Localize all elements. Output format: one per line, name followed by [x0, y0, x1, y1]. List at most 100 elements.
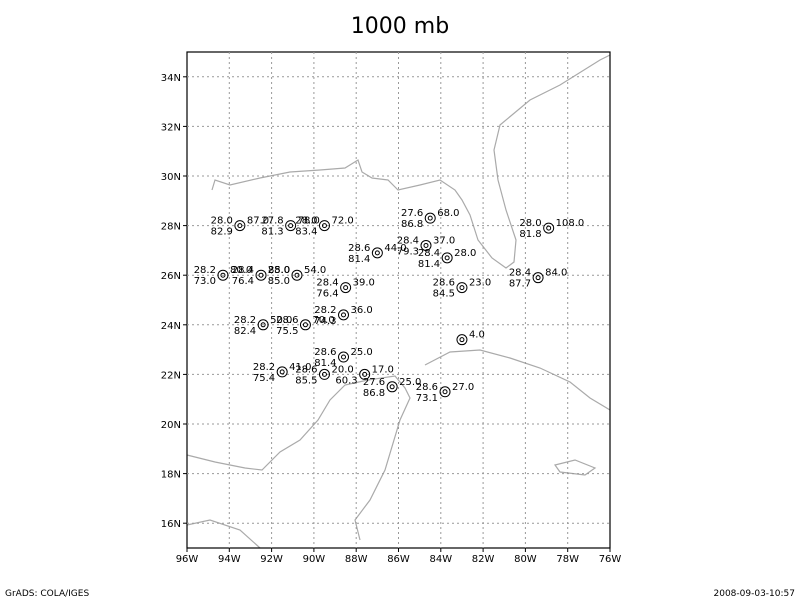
station-dot	[374, 250, 380, 256]
station-dot	[459, 285, 465, 291]
station-dot	[321, 223, 327, 229]
station-dot	[362, 371, 368, 377]
station-temperature: 28.2	[194, 265, 216, 276]
station-value: 84.0	[545, 268, 567, 279]
station-dot	[442, 389, 448, 395]
station-marker	[439, 386, 451, 398]
station-value: 20.0	[331, 364, 353, 375]
station-dot	[288, 223, 294, 229]
lon-tick-label: 88W	[345, 554, 368, 565]
lat-tick-label: 32N	[161, 122, 181, 133]
lat-tick-label: 28N	[161, 222, 181, 233]
lat-tick-label: 24N	[161, 321, 181, 332]
station-value: 44.0	[384, 243, 406, 254]
station-humidity: 84.5	[433, 289, 455, 300]
title: 1000 mb	[351, 14, 449, 39]
station-dot	[258, 272, 264, 278]
station-humidity: 81.4	[418, 259, 440, 270]
station-value: 4.0	[469, 330, 485, 341]
station-value: 23.0	[469, 278, 491, 289]
station-marker	[255, 269, 267, 281]
station-temperature: 27.6	[363, 377, 385, 388]
station-marker	[217, 269, 229, 281]
station-marker	[424, 212, 436, 224]
station-humidity: 82.9	[211, 227, 233, 238]
station-dot	[546, 225, 552, 231]
station-humidity: 85.5	[295, 375, 317, 386]
coastline	[211, 54, 611, 269]
station-humidity: 76.4	[232, 276, 254, 287]
station-humidity: 75.5	[276, 326, 298, 337]
station-marker	[441, 252, 453, 264]
coastline	[424, 349, 611, 411]
lon-tick-label: 78W	[556, 554, 579, 565]
station-value: 68.0	[437, 208, 459, 219]
lat-tick-label: 26N	[161, 271, 181, 282]
station-marker	[285, 220, 297, 232]
station-temperature: 28.0	[268, 265, 290, 276]
station-value: 108.0	[556, 218, 585, 229]
lon-tick-label: 80W	[514, 554, 537, 565]
station-dot	[427, 215, 433, 221]
station-marker	[359, 368, 371, 380]
station-temperature: 28.6	[416, 382, 438, 393]
station-humidity: 81.4	[314, 358, 336, 369]
station-marker	[318, 220, 330, 232]
station-temperature: 28.0	[519, 218, 541, 229]
station-value: 36.0	[351, 305, 373, 316]
lon-tick-label: 96W	[176, 554, 199, 565]
station-dot	[444, 255, 450, 261]
station-dot	[302, 322, 308, 328]
station-marker	[291, 269, 303, 281]
station-dot	[341, 354, 347, 360]
station-marker	[340, 282, 352, 294]
station-temperature: 28.6	[295, 364, 317, 375]
station-value: 25.0	[399, 377, 421, 388]
footer-right: 2008-09-03-10:57	[714, 589, 796, 599]
lon-tick-label: 76W	[599, 554, 622, 565]
station-marker	[456, 282, 468, 294]
lat-tick-label: 30N	[161, 172, 181, 183]
station-humidity: 87.7	[509, 279, 531, 290]
station-marker	[338, 309, 350, 321]
station-dot	[294, 272, 300, 278]
station-marker	[257, 319, 269, 331]
lon-tick-label: 82W	[472, 554, 495, 565]
coastline	[186, 519, 261, 549]
station-marker	[532, 272, 544, 284]
station-marker	[276, 366, 288, 378]
station-dot	[321, 371, 327, 377]
station-temperature: 27.8	[261, 216, 283, 227]
station-marker	[420, 239, 432, 251]
station-marker	[299, 319, 311, 331]
station-value: 54.0	[304, 265, 326, 276]
station-temperature: 28.4	[397, 235, 419, 246]
station-value: 72.0	[331, 216, 353, 227]
station-temperature: 28.4	[232, 265, 254, 276]
station-marker	[456, 334, 468, 346]
station-marker	[386, 381, 398, 393]
station-dot	[389, 384, 395, 390]
station-dot	[423, 242, 429, 248]
station-value: 25.0	[351, 347, 373, 358]
coastline	[553, 459, 597, 476]
lat-tick-label: 16N	[161, 519, 181, 530]
station-value: 70.0	[312, 315, 334, 326]
station-value: 85.0	[268, 265, 290, 276]
station-humidity: 81.4	[348, 254, 370, 265]
lon-tick-label: 86W	[387, 554, 410, 565]
station-dot	[459, 337, 465, 343]
station-humidity: 81.3	[261, 227, 283, 238]
coastline	[186, 375, 411, 541]
station-value: 28.0	[454, 248, 476, 259]
station-temperature: 28.2	[234, 315, 256, 326]
station-dot	[279, 369, 285, 375]
station-humidity: 82.4	[234, 326, 256, 337]
station-temperature: 28.6	[276, 315, 298, 326]
station-temperature: 28.0	[211, 216, 233, 227]
station-value: 41.0	[289, 362, 311, 373]
station-value: 39.0	[353, 278, 375, 289]
station-temperature: 28.2	[253, 362, 275, 373]
station-temperature: 28.6	[433, 278, 455, 289]
